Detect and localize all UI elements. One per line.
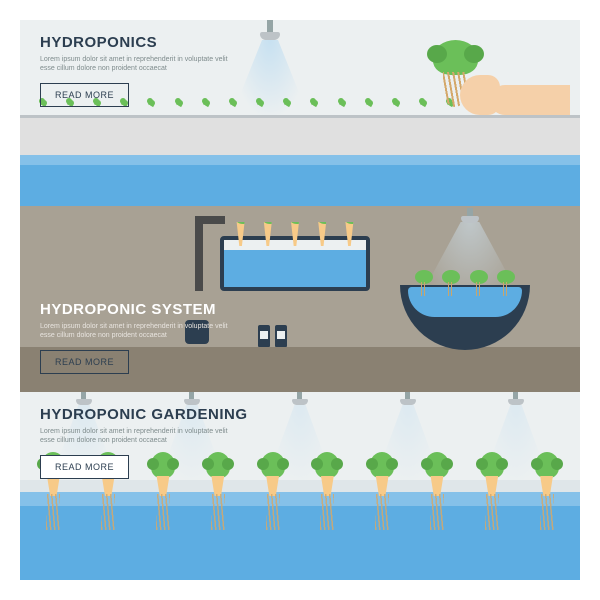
seedling-icon (252, 98, 266, 118)
seedling-icon (306, 98, 320, 118)
banner-text-block: HYDROPONIC GARDENING Lorem ipsum dolor s… (40, 406, 248, 479)
net-pot-icon (234, 222, 247, 246)
seedling-icon (388, 98, 402, 118)
bottle-icon (258, 325, 270, 347)
plant-icon (497, 270, 515, 292)
read-more-button[interactable]: READ MORE (40, 83, 129, 107)
nutrient-bottles (258, 325, 287, 347)
water-pipe-icon (195, 216, 203, 291)
seedling-icon (334, 98, 348, 118)
plant-with-roots-icon (259, 452, 287, 532)
net-pot-icon (343, 222, 356, 246)
banner-title: HYDROPONIC SYSTEM (40, 301, 240, 318)
plant-with-roots-icon (423, 452, 451, 532)
plant-with-roots-icon (478, 452, 506, 532)
seedling-icon (279, 98, 293, 118)
banner-text-block: HYDROPONIC SYSTEM Lorem ipsum dolor sit … (40, 301, 240, 374)
net-pot-row (234, 222, 356, 246)
water-layer (20, 155, 580, 206)
banner-description: Lorem ipsum dolor sit amet in reprehende… (40, 55, 240, 73)
seedling-icon (361, 98, 375, 118)
banner-description: Lorem ipsum dolor sit amet in reprehende… (40, 427, 240, 445)
plant-icon (442, 270, 460, 292)
bowl-plant-row (410, 270, 520, 292)
plant-with-roots-icon (368, 452, 396, 532)
banner-description: Lorem ipsum dolor sit amet in reprehende… (40, 322, 240, 340)
net-pot-icon (288, 222, 301, 246)
banner-hydroponics: HYDROPONICS Lorem ipsum dolor sit amet i… (20, 20, 580, 206)
banner-title: HYDROPONIC GARDENING (40, 406, 248, 423)
banner-title: HYDROPONICS (40, 34, 240, 51)
read-more-button[interactable]: READ MORE (40, 455, 129, 479)
banner-set: HYDROPONICS Lorem ipsum dolor sit amet i… (20, 20, 580, 580)
net-pot-icon (316, 222, 329, 246)
plant-with-roots-icon (313, 452, 341, 532)
banner-hydroponic-gardening: HYDROPONIC GARDENING Lorem ipsum dolor s… (20, 392, 580, 580)
plant-icon (415, 270, 433, 292)
hand-holding-plant-icon (410, 35, 570, 135)
banner-text-block: HYDROPONICS Lorem ipsum dolor sit amet i… (40, 34, 240, 107)
plant-icon (470, 270, 488, 292)
net-pot-icon (261, 222, 274, 246)
read-more-button[interactable]: READ MORE (40, 350, 129, 374)
bottle-icon (275, 325, 287, 347)
sprinkler-icon (455, 208, 485, 228)
plant-with-roots-icon (533, 452, 561, 532)
banner-hydroponic-system: HYDROPONIC SYSTEM Lorem ipsum dolor sit … (20, 206, 580, 392)
water-tank (220, 236, 370, 291)
